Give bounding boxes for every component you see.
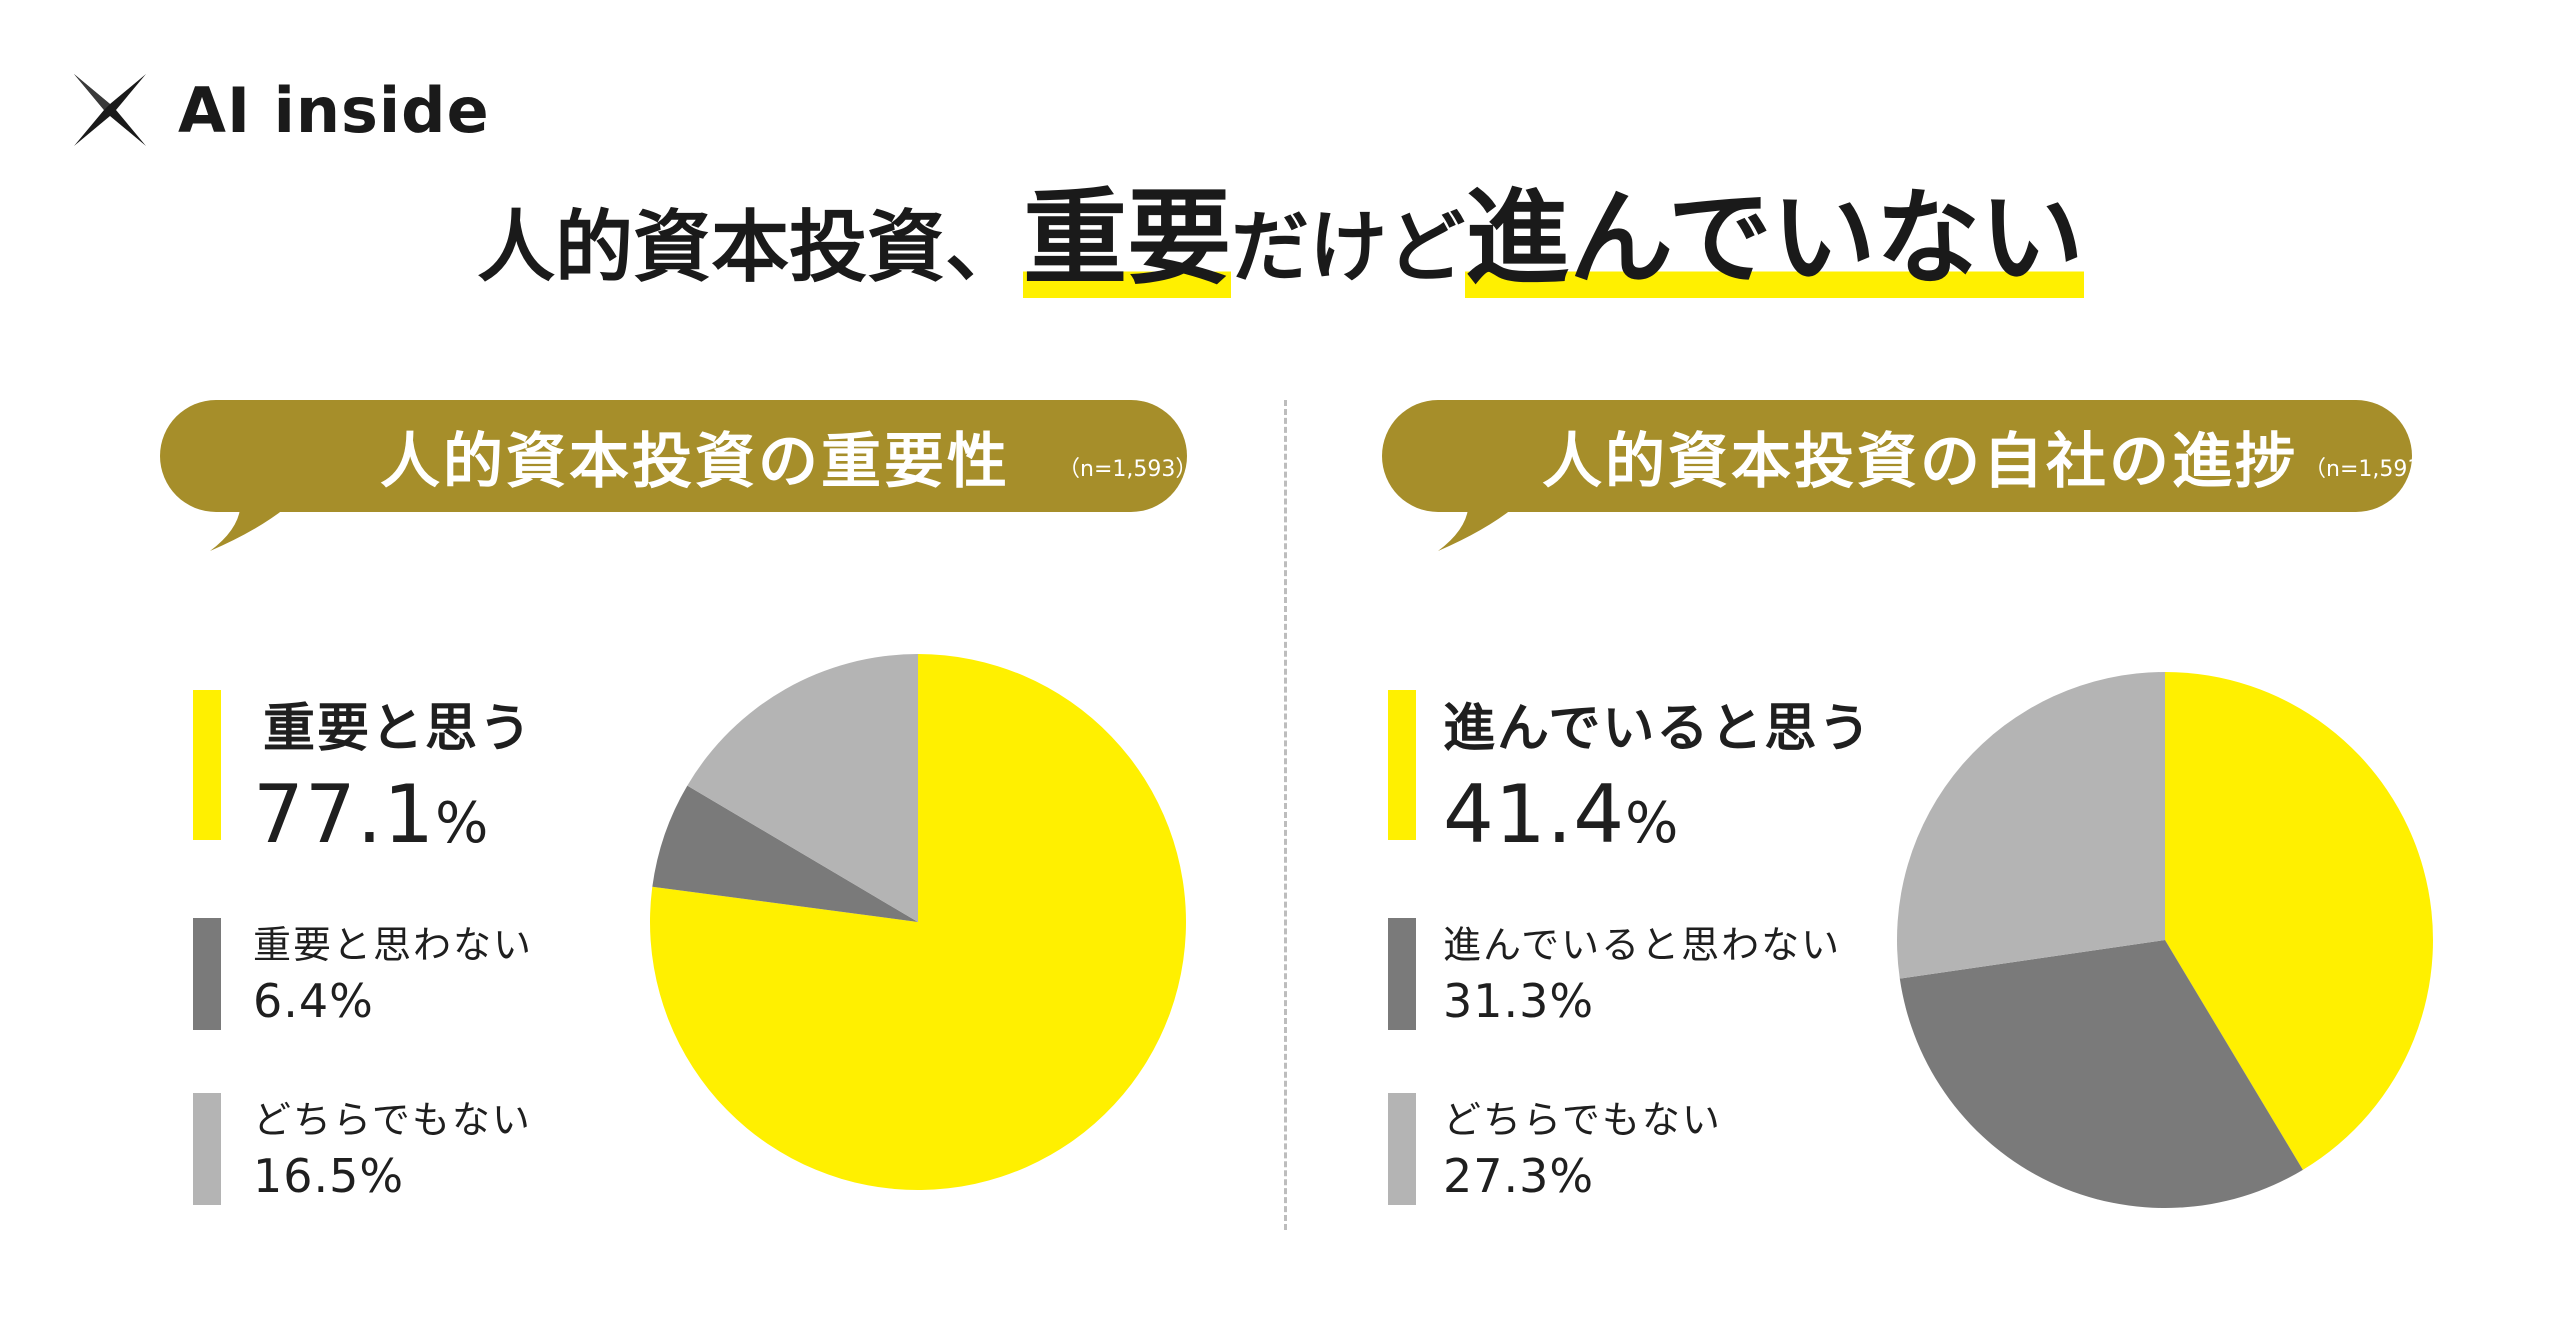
legend-value-not-progressing: 31.3% xyxy=(1443,974,1595,1028)
left-chart-title: 人的資本投資の重要性 xyxy=(380,426,1010,497)
left-sample-size: （n=1,593） xyxy=(1058,457,1198,482)
progress-pie-slice-neutral xyxy=(1897,672,2165,979)
right-chart-title: 人的資本投資の自社の進捗 xyxy=(1542,426,2298,497)
legend-value-neutral-left: 16.5% xyxy=(253,1149,405,1203)
legend-value-important-unit: % xyxy=(435,791,490,856)
brand-logo: AI inside xyxy=(70,70,490,150)
legend-value-important: 77.1% xyxy=(253,768,489,861)
legend-label-not-progressing: 進んでいると思わない xyxy=(1443,923,1842,967)
legend-label-neutral-left: どちらでもない xyxy=(253,1098,532,1142)
legend-swatch-progressing xyxy=(1388,690,1416,840)
page-title: 人的資本投資、重要だけど進んでいない xyxy=(0,178,2561,308)
legend-value-important-number: 77.1 xyxy=(253,768,436,861)
legend-swatch-neutral-right xyxy=(1388,1093,1416,1205)
right-sample-size: （n=1,593） xyxy=(2304,457,2444,482)
legend-value-neutral-right: 27.3% xyxy=(1443,1149,1595,1203)
legend-value-progressing-number: 41.4 xyxy=(1443,768,1626,861)
headline-part4: 進んでいない xyxy=(1465,177,2084,299)
headline-part1: 人的資本投資、 xyxy=(477,203,1024,293)
pie-chart-importance xyxy=(650,654,1186,1190)
legend-value-progressing: 41.4% xyxy=(1443,768,1679,861)
legend-swatch-important xyxy=(193,690,221,840)
ai-inside-logo-icon xyxy=(74,74,146,146)
legend-swatch-not-important xyxy=(193,918,221,1030)
importance-pie-slice-no xyxy=(652,785,918,922)
pie-chart-progress xyxy=(1897,672,2433,1208)
headline-part3: だけど xyxy=(1231,203,1466,293)
legend-swatch-neutral-left xyxy=(193,1093,221,1205)
legend-label-important: 重要と思う xyxy=(263,699,534,759)
logo-text: AI inside xyxy=(178,73,490,147)
panel-divider xyxy=(1284,400,1287,1230)
legend-label-progressing: 進んでいると思う xyxy=(1443,699,1873,759)
importance-pie-slice-neutral xyxy=(687,654,918,922)
legend-value-not-important: 6.4% xyxy=(253,974,374,1028)
progress-pie-slice-no xyxy=(1899,940,2303,1208)
right-title-bubble: 人的資本投資の自社の進捗 （n=1,593） xyxy=(1382,400,2443,512)
headline-part2: 重要 xyxy=(1023,177,1232,299)
legend-swatch-not-progressing xyxy=(1388,918,1416,1030)
legend-value-progressing-unit: % xyxy=(1625,791,1680,856)
legend-label-not-important: 重要と思わない xyxy=(253,923,534,967)
importance-pie-slice-yes xyxy=(650,654,1186,1190)
legend-label-neutral-right: どちらでもない xyxy=(1443,1098,1722,1142)
progress-pie-slice-yes xyxy=(2165,672,2433,1170)
left-title-bubble: 人的資本投資の重要性 （n=1,593） xyxy=(160,400,1197,512)
